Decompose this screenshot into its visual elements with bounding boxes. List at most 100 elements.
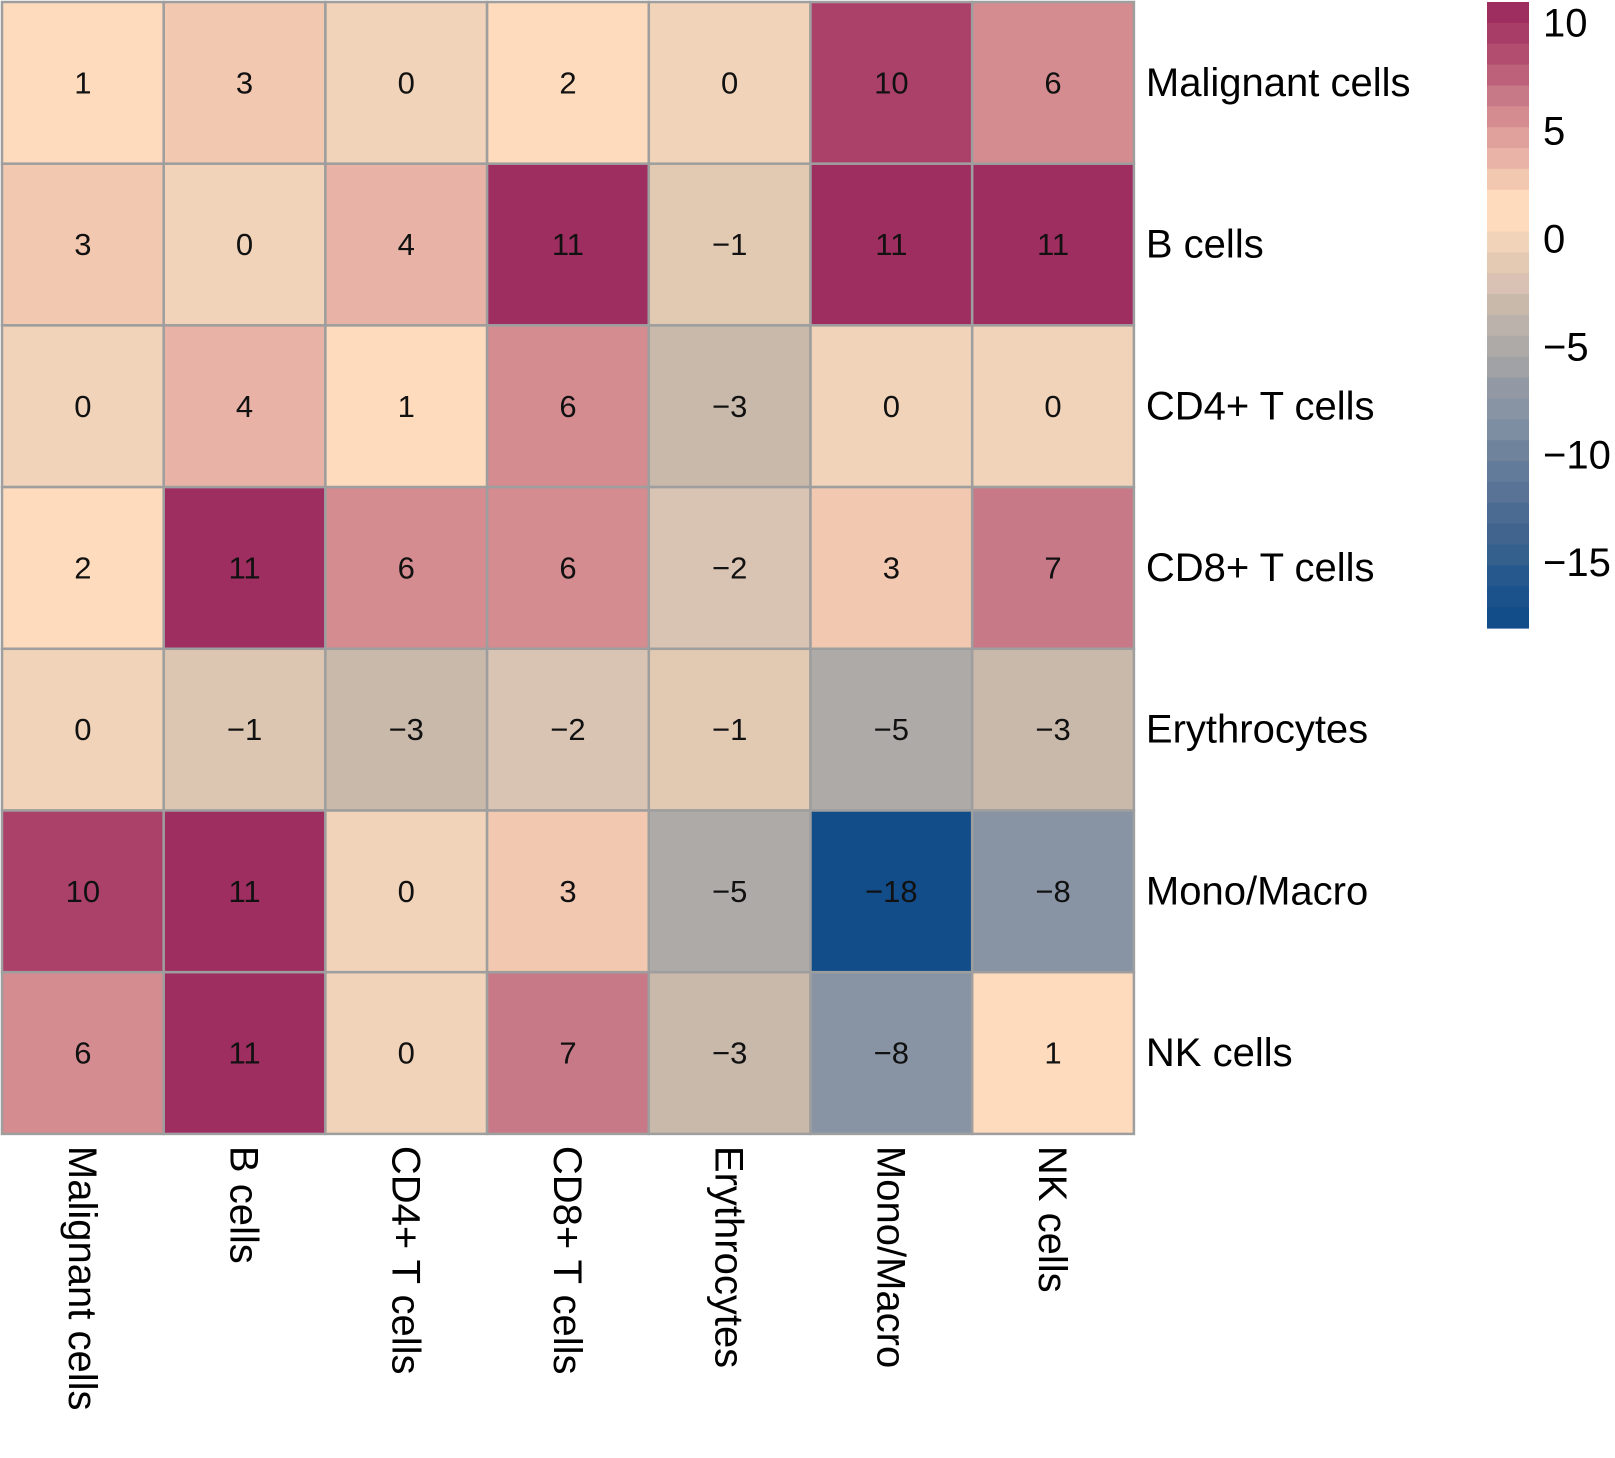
cell-value-label: 11 <box>228 1036 260 1071</box>
column-label: CD4+ T cells <box>383 1146 427 1375</box>
colorbar-step <box>1487 189 1529 212</box>
column-label: Mono/Macro <box>868 1146 912 1368</box>
heatmap-cell <box>0 970 165 1136</box>
heatmap-cell <box>970 485 1136 651</box>
column-label: CD8+ T cells <box>545 1146 589 1375</box>
cell-value-label: 3 <box>883 550 900 585</box>
colorbar-step <box>1487 43 1529 66</box>
heatmap-cell <box>970 324 1136 489</box>
colorbar-step <box>1487 419 1529 441</box>
heatmap-cell <box>0 0 165 165</box>
cell-value-label: 7 <box>559 1036 576 1071</box>
colorbar-step <box>1487 335 1529 358</box>
colorbar-step <box>1487 168 1529 191</box>
cell-value-label: 11 <box>552 227 584 262</box>
cell-value-label: 6 <box>1044 65 1061 100</box>
heatmap-cell <box>324 809 489 974</box>
cell-value-label: 0 <box>74 389 91 424</box>
heatmap-cell <box>162 324 327 489</box>
heatmap-cell <box>0 809 165 974</box>
cell-value-label: −3 <box>1035 712 1070 747</box>
colorbar-step <box>1487 481 1529 504</box>
heatmap-cell <box>809 970 974 1136</box>
heatmap-cell <box>0 647 165 812</box>
row-labels: Malignant cells B cells CD4+ T cells CD8+ T… <box>1146 61 1411 1075</box>
cell-value-label: 0 <box>74 712 91 747</box>
cell-value-label: 4 <box>236 389 253 424</box>
cell-value-label: −8 <box>874 1036 909 1071</box>
heatmap-cell <box>647 970 812 1136</box>
heatmap-cell <box>647 809 812 974</box>
colorbar-step <box>1487 565 1529 587</box>
heatmap-cell <box>485 324 651 489</box>
cell-value-label: −1 <box>227 712 262 747</box>
cell-value-label: −18 <box>865 874 918 909</box>
cell-value-label: −3 <box>712 389 747 424</box>
cell-value-label: 11 <box>228 874 260 909</box>
colorbar-step <box>1487 148 1529 170</box>
cell-value-label: 10 <box>66 874 100 909</box>
colorbar-tick-label: −15 <box>1543 541 1611 585</box>
row-label: CD4+ T cells <box>1146 384 1375 428</box>
heatmap-cell <box>485 970 651 1136</box>
column-label: Erythrocytes <box>707 1146 751 1368</box>
colorbar-tick-label: −10 <box>1543 433 1611 477</box>
column-label: Malignant cells <box>60 1146 104 1411</box>
row-label: Erythrocytes <box>1146 708 1368 752</box>
colorbar-step <box>1487 273 1529 295</box>
colorbar-step <box>1487 106 1529 128</box>
heatmap-cell <box>809 485 974 651</box>
cell-value-label: 7 <box>1044 550 1061 585</box>
cell-value-label: 1 <box>74 65 91 100</box>
cell-value-label: −1 <box>712 227 747 262</box>
cell-value-label: 4 <box>398 227 415 262</box>
cell-value-label: 2 <box>559 65 576 100</box>
cell-value-label: 3 <box>559 874 576 909</box>
colorbar-step <box>1487 356 1529 379</box>
cell-value-label: −2 <box>712 550 747 585</box>
column-label: B cells <box>222 1146 266 1264</box>
cell-value-label: −5 <box>874 712 909 747</box>
colorbar-step <box>1487 586 1529 608</box>
heatmap-cell <box>0 162 165 327</box>
cell-value-label: 0 <box>1044 389 1061 424</box>
cell-value-label: 2 <box>74 550 91 585</box>
cell-value-label: −2 <box>550 712 585 747</box>
cell-value-label: 0 <box>398 1036 415 1071</box>
cell-value-label: 1 <box>1044 1036 1061 1071</box>
heatmap-cell <box>809 0 974 165</box>
cell-value-label: 10 <box>874 65 908 100</box>
cell-value-label: 0 <box>398 874 415 909</box>
heatmap-cell <box>970 162 1136 327</box>
cell-value-label: 0 <box>236 227 253 262</box>
heatmap-cell <box>647 324 812 489</box>
cell-value-label: 6 <box>74 1036 91 1071</box>
colorbar-step <box>1487 231 1529 253</box>
heatmap-cell <box>162 809 327 974</box>
colorbar-step <box>1487 607 1529 629</box>
row-label: Malignant cells <box>1146 61 1411 105</box>
cell-value-label: 6 <box>559 550 576 585</box>
colorbar-step <box>1487 440 1529 462</box>
colorbar-step <box>1487 502 1529 525</box>
row-label: NK cells <box>1146 1031 1293 1075</box>
heatmap-cell <box>324 324 489 489</box>
row-label: Mono/Macro <box>1146 869 1368 913</box>
cell-value-label: −5 <box>712 874 747 909</box>
heatmap-cell <box>324 0 489 165</box>
row-label: CD8+ T cells <box>1146 546 1375 590</box>
cell-value-label: 0 <box>398 65 415 100</box>
cell-value-label: 3 <box>236 65 253 100</box>
heatmap-cell <box>485 0 651 165</box>
cell-value-label: 3 <box>74 227 91 262</box>
cell-value-label: 11 <box>1037 227 1069 262</box>
column-label: NK cells <box>1030 1146 1074 1293</box>
cell-value-label: 0 <box>883 389 900 424</box>
colorbar-tick-label: 0 <box>1543 217 1565 261</box>
colorbar-step <box>1487 64 1529 87</box>
colorbar-step <box>1487 315 1529 337</box>
colorbar-legend: 10 5 0 −5 −10 −15 <box>1487 2 1611 629</box>
colorbar-step <box>1487 85 1529 107</box>
cell-value-label: 6 <box>559 389 576 424</box>
